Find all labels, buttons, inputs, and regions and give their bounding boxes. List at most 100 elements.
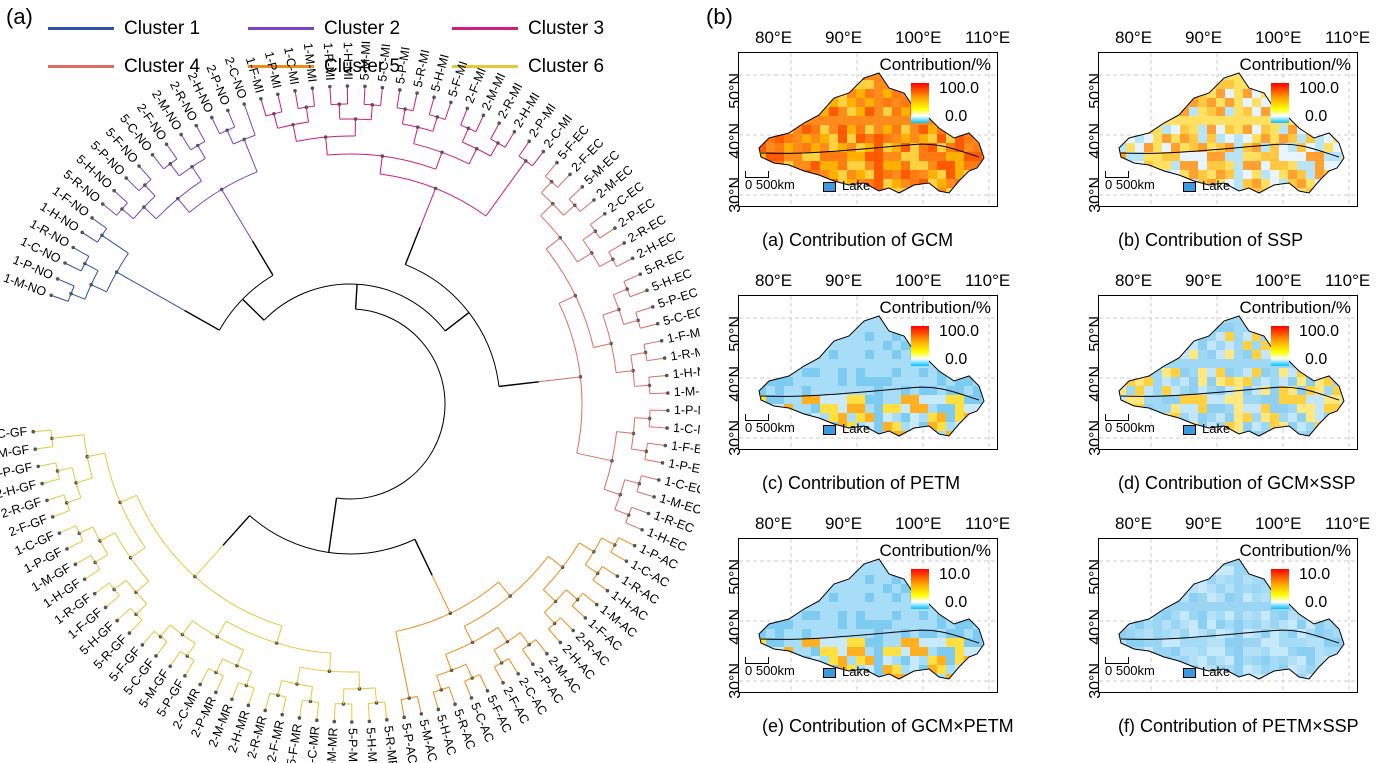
field-cell <box>1279 368 1288 377</box>
colorbar-min: 0.0 <box>1305 594 1328 611</box>
field-cell <box>946 404 955 413</box>
field-cell <box>865 638 874 647</box>
field-cell <box>1171 62 1180 71</box>
scale-bar <box>1105 414 1129 421</box>
node-dot <box>357 687 362 691</box>
node-dot <box>337 102 342 106</box>
field-cell <box>1333 440 1342 449</box>
field-cell <box>757 539 766 548</box>
field-cell <box>1324 683 1333 692</box>
field-cell <box>748 548 757 557</box>
field-cell <box>1189 62 1198 71</box>
field-cell <box>1135 368 1144 377</box>
field-cell <box>883 152 892 161</box>
field-cell <box>1162 386 1171 395</box>
field-cell <box>856 341 865 350</box>
branch-cluster-4 <box>623 319 639 325</box>
colorbar-min: 0.0 <box>1305 108 1328 125</box>
lake-swatch <box>1183 424 1196 435</box>
field-cell <box>1306 368 1315 377</box>
field-cell <box>766 593 775 602</box>
field-cell <box>946 197 955 206</box>
field-cell <box>1180 359 1189 368</box>
field-cell <box>1099 404 1108 413</box>
branch-cluster-1 <box>90 284 107 293</box>
field-cell <box>946 98 955 107</box>
field-cell <box>1126 602 1135 611</box>
field-cell <box>1270 386 1279 395</box>
field-cell <box>793 584 802 593</box>
field-cell <box>1099 80 1108 89</box>
field-cell <box>1108 62 1117 71</box>
field-cell <box>1144 440 1153 449</box>
field-cell <box>1135 593 1144 602</box>
field-cell <box>991 539 997 548</box>
field-cell <box>973 179 982 188</box>
field-cell <box>1261 341 1270 350</box>
field-cell <box>1198 395 1207 404</box>
field-cell <box>739 107 748 116</box>
field-cell <box>1234 566 1243 575</box>
field-cell <box>865 179 874 188</box>
node-dot <box>470 676 474 680</box>
field-cell <box>802 620 811 629</box>
field-cell <box>1171 197 1180 206</box>
field-cell <box>1225 116 1234 125</box>
field-cell <box>1126 539 1135 548</box>
field-cell <box>1198 305 1207 314</box>
field-cell <box>955 638 964 647</box>
field-cell <box>973 611 982 620</box>
branch-cluster-3 <box>432 116 438 132</box>
field-cell <box>820 395 829 404</box>
field-cell <box>1234 638 1243 647</box>
field-cell <box>874 89 883 98</box>
field-cell <box>1180 404 1189 413</box>
field-cell <box>829 539 838 548</box>
field-cell <box>811 575 820 584</box>
field-cell <box>1180 440 1189 449</box>
field-cell <box>883 98 892 107</box>
leaf-label: 1-H-MI <box>341 42 355 80</box>
field-cell <box>874 647 883 656</box>
field-cell <box>1225 197 1234 206</box>
field-cell <box>865 98 874 107</box>
field-cell <box>955 197 964 206</box>
field-cell <box>1270 170 1279 179</box>
field-cell <box>820 638 829 647</box>
field-cell <box>955 395 964 404</box>
lon-tick: 110°E <box>965 271 1011 290</box>
field-cell <box>1351 638 1357 647</box>
field-cell <box>1288 179 1297 188</box>
field-cell <box>865 647 874 656</box>
field-cell <box>1099 575 1108 584</box>
field-cell <box>946 584 955 593</box>
field-cell <box>1243 386 1252 395</box>
node-dot <box>154 654 158 658</box>
branch-cluster-6 <box>135 580 150 593</box>
field-cell <box>811 197 820 206</box>
field-cell <box>901 179 910 188</box>
field-cell <box>829 683 838 692</box>
field-cell <box>991 296 997 305</box>
field-cell <box>901 638 910 647</box>
field-cell <box>1162 296 1171 305</box>
field-cell <box>928 602 937 611</box>
field-cell <box>829 53 838 62</box>
node-dot <box>531 662 535 666</box>
field-cell <box>847 377 856 386</box>
field-cell <box>748 107 757 116</box>
field-cell <box>1162 404 1171 413</box>
node-dot <box>71 245 75 250</box>
field-cell <box>865 341 874 350</box>
field-cell <box>838 53 847 62</box>
field-cell <box>1243 638 1252 647</box>
field-cell <box>1288 665 1297 674</box>
field-cell <box>1198 80 1207 89</box>
field-cell <box>1225 683 1234 692</box>
branch-cluster-4 <box>630 352 646 356</box>
field-cell <box>1252 341 1261 350</box>
field-cell <box>775 341 784 350</box>
field-cell <box>759 395 766 404</box>
branch-cluster-4 <box>602 309 620 316</box>
field-cell <box>1171 323 1180 332</box>
